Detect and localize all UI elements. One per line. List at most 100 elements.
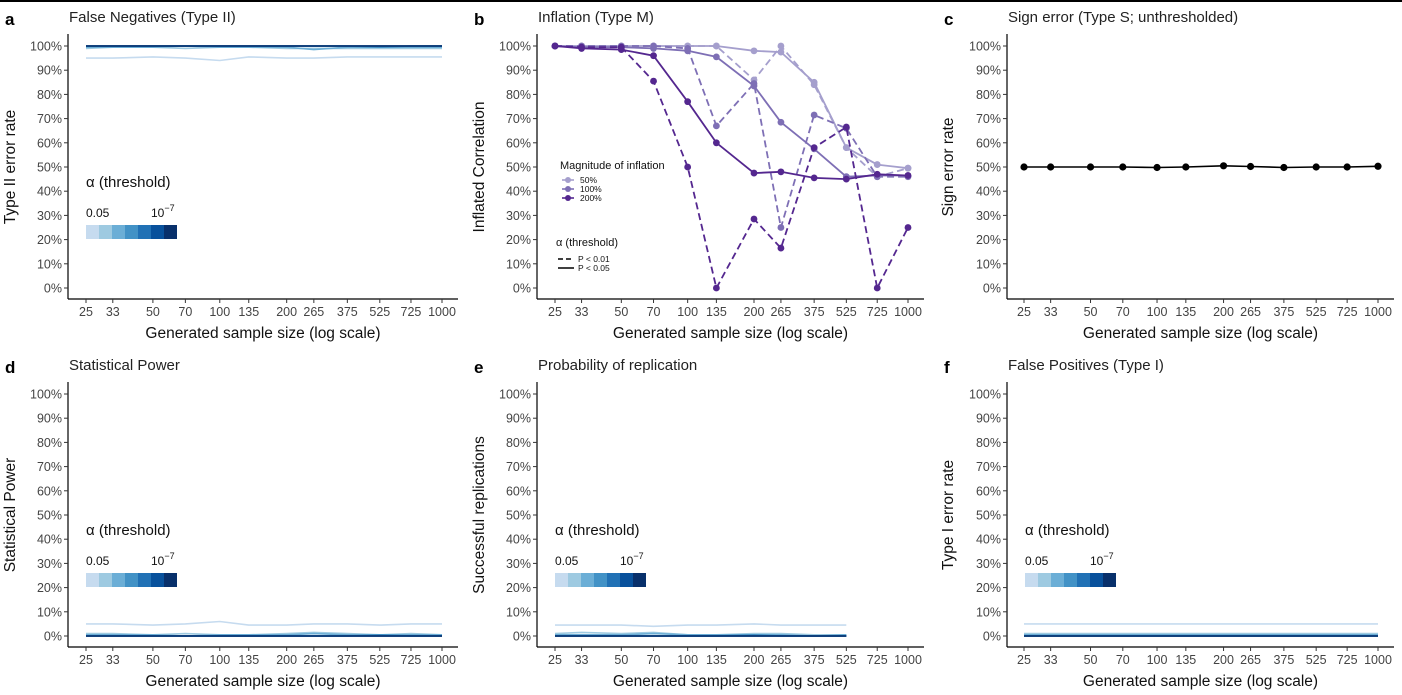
y-tick-label: 0% bbox=[44, 630, 62, 644]
data-point bbox=[904, 164, 912, 172]
x-tick-label: 25 bbox=[79, 653, 93, 667]
panel-d: d Statistical Power 0% 10% 20% 30% 40% 50% 60% 70… bbox=[2, 357, 458, 690]
legend-high-label: 10−7 bbox=[151, 551, 175, 568]
legend-color-swatch bbox=[138, 225, 151, 239]
x-axis-label: Generated sample size (log scale) bbox=[613, 325, 848, 342]
series-line bbox=[1024, 164, 1379, 169]
data-point bbox=[873, 170, 881, 178]
x-tick-label: 70 bbox=[1116, 305, 1130, 319]
x-tick-label: 725 bbox=[401, 653, 422, 667]
data-point bbox=[777, 42, 785, 50]
legend-title: α (threshold) bbox=[86, 522, 171, 539]
legend-color-swatch bbox=[164, 573, 177, 587]
x-tick-label: 200 bbox=[744, 653, 765, 667]
series-line bbox=[554, 45, 909, 291]
panel-e: e Probability of replication 0% 10% 20% 30% 40… bbox=[471, 357, 924, 690]
y-axis-label: Statistical Power bbox=[2, 458, 19, 573]
series-line bbox=[555, 623, 847, 628]
legend-color-swatch bbox=[125, 225, 138, 239]
x-tick-label: 135 bbox=[1175, 653, 1196, 667]
data-point bbox=[842, 123, 850, 131]
y-tick-label: 30% bbox=[506, 209, 531, 223]
x-tick-label: 50 bbox=[146, 305, 160, 319]
x-tick-label: 70 bbox=[178, 653, 192, 667]
panel-title: Sign error (Type S; unthresholded) bbox=[1008, 9, 1238, 26]
data-point bbox=[810, 111, 818, 119]
panel-c: c Sign error (Type S; unthresholded) 0% 10%… bbox=[940, 9, 1394, 342]
alpha-legend: α (threshold) 0.05 10−7 bbox=[86, 522, 177, 587]
legend-color-swatch bbox=[607, 573, 620, 587]
y-tick-label: 80% bbox=[506, 88, 531, 102]
legend-color-swatch bbox=[125, 573, 138, 587]
y-tick-label: 80% bbox=[37, 436, 62, 450]
y-tick-label: 40% bbox=[37, 533, 62, 547]
series-line bbox=[86, 620, 442, 626]
y-tick-label: 70% bbox=[976, 112, 1001, 126]
x-tick-label: 33 bbox=[106, 305, 120, 319]
y-tick-label: 90% bbox=[976, 64, 1001, 78]
x-tick-label: 1000 bbox=[894, 305, 922, 319]
y-tick-label: 70% bbox=[506, 112, 531, 126]
y-tick-label: 100% bbox=[499, 388, 531, 402]
x-tick-label: 375 bbox=[804, 305, 825, 319]
legend-color-swatch bbox=[164, 225, 177, 239]
legend-title: α (threshold) bbox=[1025, 522, 1110, 539]
data-point bbox=[617, 43, 625, 51]
x-tick-label: 525 bbox=[836, 305, 857, 319]
x-tick-label: 1000 bbox=[1364, 653, 1392, 667]
panel-title: Inflation (Type M) bbox=[538, 9, 654, 26]
x-tick-label: 135 bbox=[706, 305, 727, 319]
legend-high-base: 10 bbox=[151, 554, 165, 568]
x-tick-label: 200 bbox=[276, 305, 297, 319]
x-tick-label: 725 bbox=[1337, 653, 1358, 667]
x-tick-label: 25 bbox=[548, 305, 562, 319]
x-tick-label: 70 bbox=[647, 305, 661, 319]
legend-key-point bbox=[565, 177, 571, 183]
y-tick-label: 80% bbox=[976, 88, 1001, 102]
legend-color-swatch bbox=[1103, 573, 1116, 587]
y-tick-label: 50% bbox=[506, 509, 531, 523]
data-point bbox=[684, 45, 692, 52]
y-tick-label: 100% bbox=[499, 40, 531, 54]
y-tick-label: 70% bbox=[37, 460, 62, 474]
y-axis-label: Inflated Correlation bbox=[471, 102, 488, 233]
legend-title: α (threshold) bbox=[86, 174, 171, 191]
legend-low-label: 0.05 bbox=[86, 554, 110, 568]
x-axis-label: Generated sample size (log scale) bbox=[1083, 673, 1318, 690]
series-line bbox=[555, 45, 909, 170]
data-point bbox=[904, 224, 912, 231]
legend-high-base: 10 bbox=[151, 206, 165, 220]
y-tick-label: 0% bbox=[513, 630, 531, 644]
data-point bbox=[1086, 163, 1095, 171]
y-tick-label: 20% bbox=[976, 233, 1001, 247]
y-tick-label: 30% bbox=[976, 209, 1001, 223]
y-tick-label: 70% bbox=[976, 460, 1001, 474]
x-tick-label: 725 bbox=[401, 305, 422, 319]
data-point bbox=[1312, 163, 1320, 171]
data-point bbox=[777, 224, 785, 231]
legend-color-swatch bbox=[568, 573, 581, 587]
x-tick-label: 25 bbox=[1017, 305, 1031, 319]
y-tick-label: 90% bbox=[976, 412, 1001, 426]
legend-color-swatch bbox=[1090, 573, 1103, 587]
y-axis-label: Type I error rate bbox=[940, 460, 957, 570]
x-tick-label: 100 bbox=[209, 653, 230, 667]
y-tick-label: 40% bbox=[976, 533, 1001, 547]
x-tick-label: 100 bbox=[209, 305, 230, 319]
y-tick-label: 80% bbox=[37, 88, 62, 102]
inflation-legend: Magnitude of inflation 50%100%200% α (thre… bbox=[556, 160, 665, 273]
x-tick-label: 33 bbox=[1044, 653, 1058, 667]
x-tick-label: 265 bbox=[303, 305, 324, 319]
y-tick-label: 90% bbox=[37, 64, 62, 78]
y-tick-label: 50% bbox=[506, 161, 531, 175]
data-point bbox=[650, 42, 657, 50]
x-tick-label: 265 bbox=[303, 653, 324, 667]
x-tick-label: 50 bbox=[1084, 305, 1098, 319]
legend-label: 50% bbox=[580, 175, 597, 185]
x-tick-label: 375 bbox=[804, 653, 825, 667]
x-tick-label: 1000 bbox=[428, 305, 456, 319]
legend-color-swatch bbox=[555, 573, 568, 587]
panel-b: b Inflation (Type M) 0% 10% 20% 30% 40% 50% 60% 7… bbox=[471, 9, 924, 342]
legend-key-point bbox=[565, 195, 571, 201]
y-tick-label: 10% bbox=[506, 257, 531, 271]
